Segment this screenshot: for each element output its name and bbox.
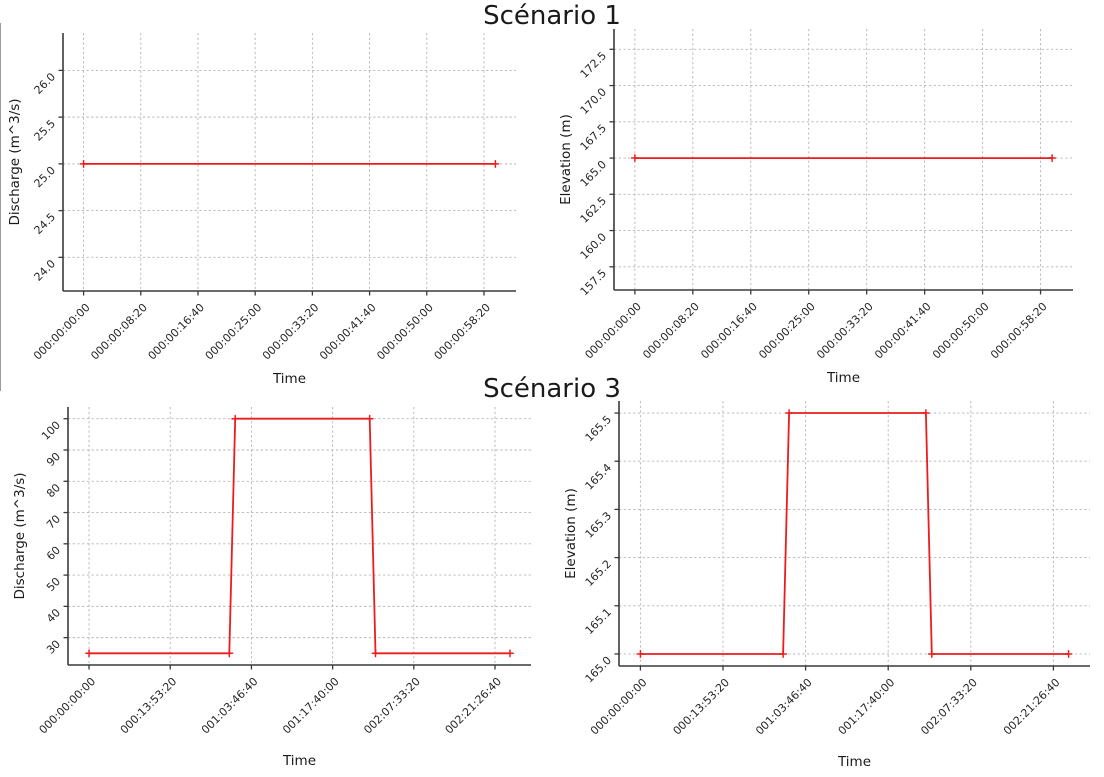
chart-scenario3-elevation: 000:00:00:00 000:13:53:20 001:03:46:40 001:…: [552, 388, 1104, 777]
x-tick-label: 000:00:33:20: [260, 301, 322, 363]
y-tick-label: 170.0: [578, 85, 609, 116]
x-tick-label: 000:00:16:40: [146, 301, 208, 363]
y-tick-label: 25.5: [32, 117, 59, 144]
y-tick-label: 30: [44, 638, 63, 657]
chart-svg: 000:00:00:00 000:13:53:20 001:03:46:40 001:…: [563, 401, 1090, 770]
y-axis-label: Discharge (m^3/s): [12, 472, 28, 599]
y-tick-label: 100: [39, 419, 63, 443]
chart-scenario1-elevation: 000:00:00:00 000:00:08:20 000:00:16:40 000:…: [552, 0, 1104, 388]
y-tick-label: 165.4: [583, 461, 614, 492]
y-tick-label: 165.5: [583, 413, 614, 444]
x-tick-label: 000:13:53:20: [671, 676, 733, 738]
x-tick-label: 001:03:46:40: [753, 676, 815, 738]
y-axis-label: Discharge (m^3/s): [7, 98, 23, 225]
x-tick-label: 001:17:40:00: [836, 676, 898, 738]
y-tick-label: 50: [44, 575, 63, 594]
figure-title-scenario-1: Scénario 1: [483, 1, 621, 31]
x-tick-label: 000:00:58:20: [431, 301, 493, 363]
x-tick-label: 000:00:08:20: [88, 301, 150, 363]
x-tick-label: 002:21:26:40: [443, 675, 505, 737]
y-tick-label: 40: [44, 606, 63, 625]
chart-svg: 000:00:00:00 000:13:53:20 001:03:46:40 001:…: [12, 407, 531, 769]
x-tick-label: 000:00:41:40: [317, 301, 379, 363]
chart-svg: 000:00:00:00000:00:08:20000:00:16:40000:…: [7, 33, 516, 387]
y-tick-label: 24.0: [32, 257, 59, 284]
x-tick-label: 000:13:53:20: [118, 675, 180, 737]
x-tick-label: 000:00:58:20: [988, 300, 1050, 362]
x-tick-label: 000:00:50:00: [930, 300, 992, 362]
y-tick-label: 165.1: [583, 606, 614, 637]
y-tick-label: 25.0: [32, 164, 59, 191]
x-tick-label: 000:00:16:40: [698, 300, 760, 362]
x-tick-label: 000:00:50:00: [374, 301, 436, 363]
x-tick-label: 000:00:00:00: [588, 676, 650, 738]
data-line: [640, 412, 1069, 655]
x-tick-label: 000:00:00:00: [582, 300, 644, 362]
y-tick-label: 165.3: [583, 509, 614, 540]
figure-title-scenario-3: Scénario 3: [483, 374, 621, 404]
x-axis-label: Time: [837, 754, 871, 770]
x-axis-label: Time: [826, 370, 860, 386]
y-tick-label: 165.0: [578, 158, 609, 189]
data-line: [89, 417, 510, 655]
y-tick-label: 26.0: [32, 70, 59, 97]
y-tick-label: 162.5: [578, 194, 609, 225]
x-tick-label: 002:07:33:20: [361, 675, 423, 737]
left-edge-artifact: [0, 23, 1, 391]
y-axis-label: Elevation (m): [563, 488, 579, 579]
x-axis-label: Time: [282, 753, 316, 769]
chart-svg: 000:00:00:00000:00:08:20000:00:16:40000:…: [558, 29, 1073, 386]
y-tick-label: 60: [44, 544, 63, 563]
x-tick-label: 000:00:25:00: [756, 300, 818, 362]
y-tick-label: 165.0: [583, 654, 614, 685]
x-tick-label: 002:21:26:40: [1001, 676, 1063, 738]
y-axis-label: Elevation (m): [558, 114, 574, 205]
x-axis-label: Time: [272, 371, 306, 387]
chart-scenario1-discharge: 000:00:00:00 000:00:08:20 000:00:16:40 000:…: [0, 0, 552, 388]
x-tick-label: 000:00:08:20: [640, 300, 702, 362]
x-tick-label: 001:17:40:00: [280, 675, 342, 737]
y-tick-label: 165.2: [583, 558, 614, 589]
y-tick-label: 157.5: [578, 267, 609, 298]
y-tick-label: 90: [44, 450, 63, 469]
y-tick-label: 80: [44, 481, 63, 500]
y-tick-label: 167.5: [578, 122, 609, 153]
x-tick-label: 002:07:33:20: [918, 676, 980, 738]
y-tick-label: 160.0: [578, 230, 609, 261]
x-tick-label: 000:00:41:40: [872, 300, 934, 362]
x-tick-label: 000:00:00:00: [37, 675, 99, 737]
x-tick-label: 000:00:25:00: [203, 301, 265, 363]
y-tick-label: 172.5: [578, 49, 609, 80]
y-tick-label: 24.5: [32, 211, 59, 238]
x-tick-label: 000:00:00:00: [31, 301, 93, 363]
chart-scenario3-discharge: 000:00:00:00 000:13:53:20 001:03:46:40 001:…: [0, 388, 552, 777]
y-tick-label: 70: [44, 512, 63, 531]
x-tick-label: 000:00:33:20: [814, 300, 876, 362]
x-tick-label: 001:03:46:40: [199, 675, 261, 737]
